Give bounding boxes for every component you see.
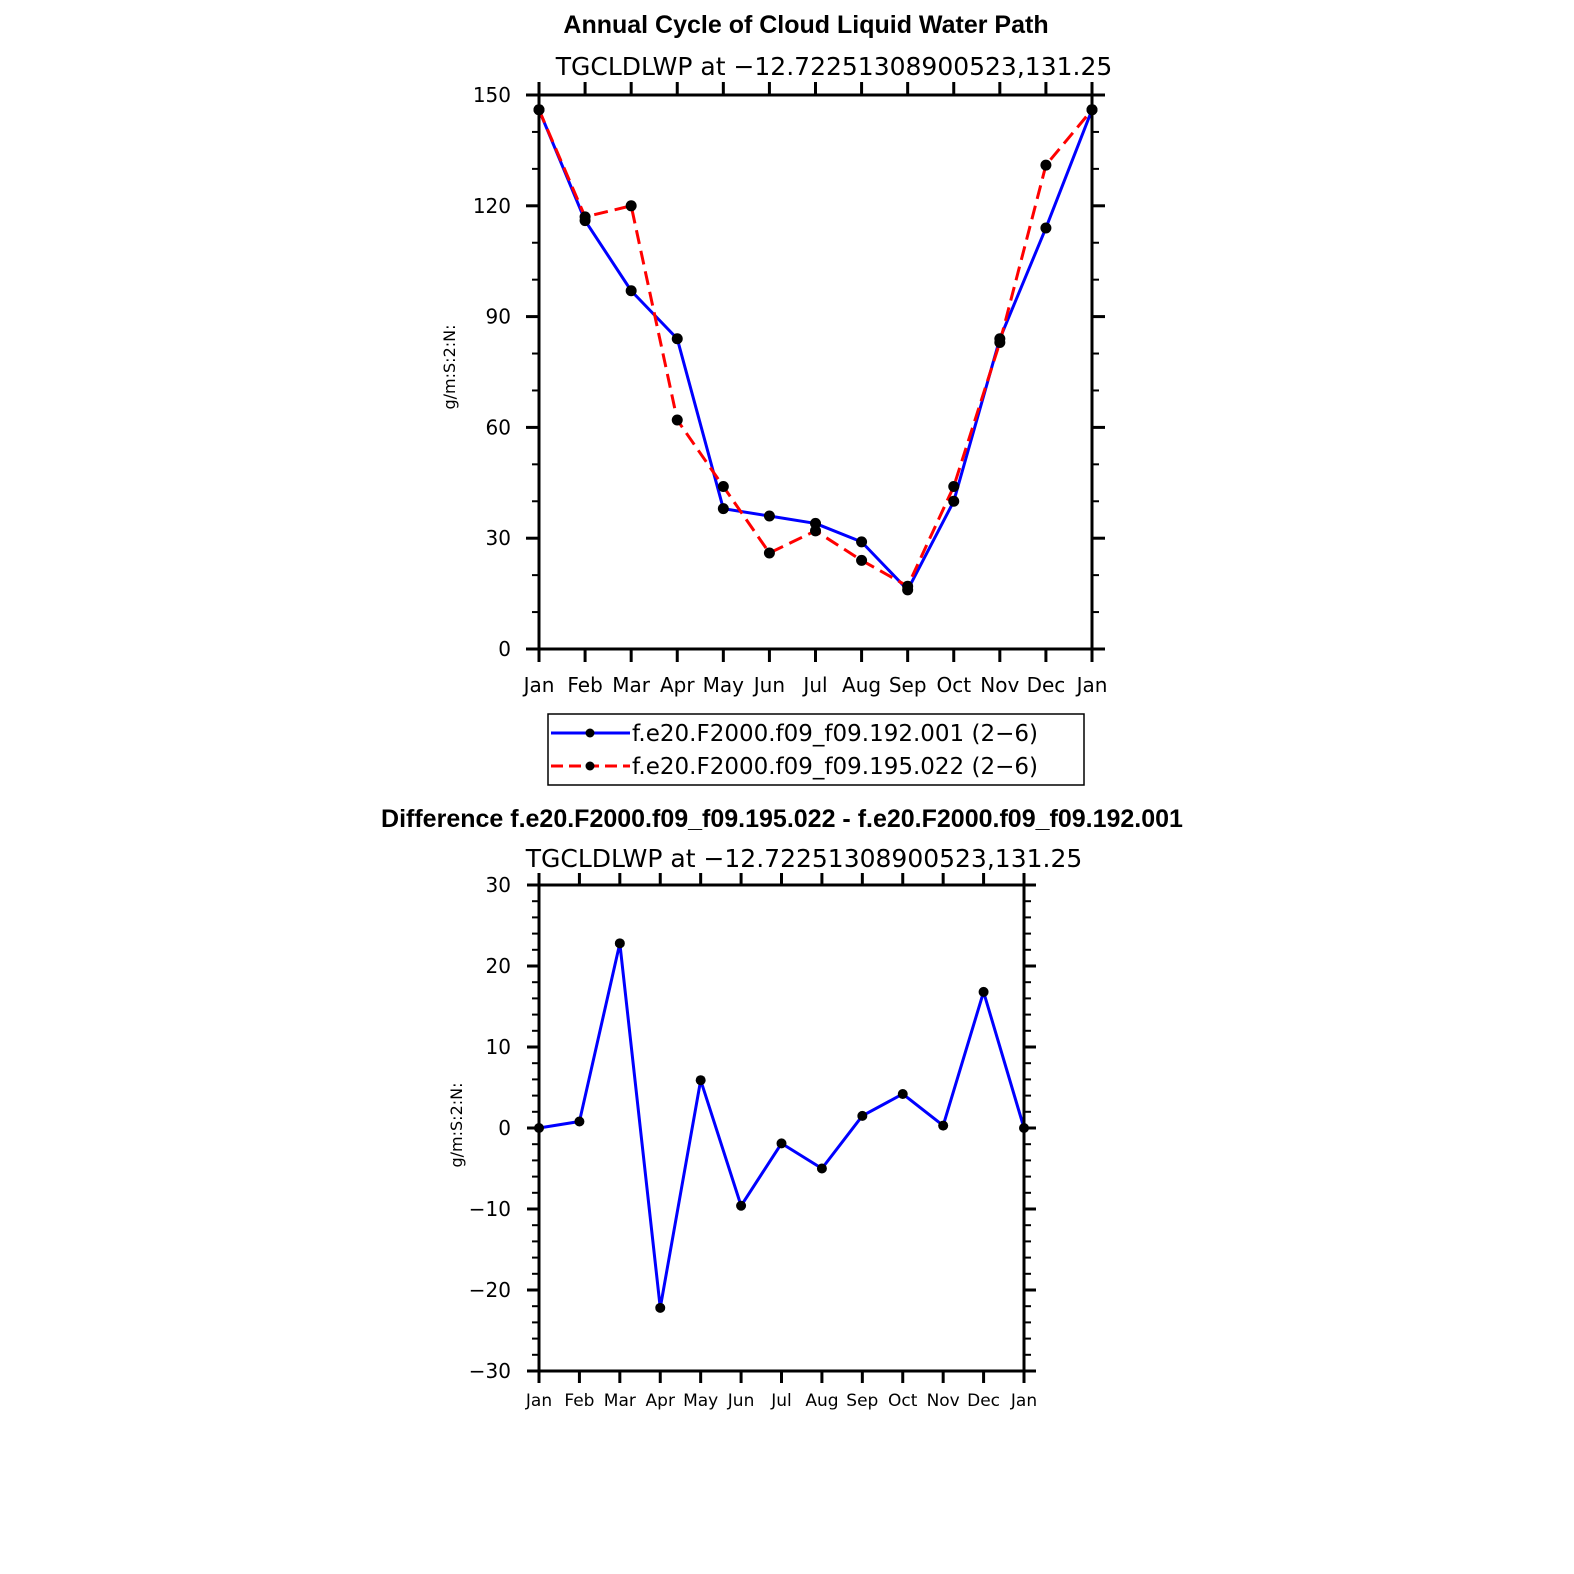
legend-label-2: f.e20.F2000.f09_f09.195.022 (2−6) <box>632 754 1038 780</box>
legend: f.e20.F2000.f09_f09.192.001 (2−6) f.e20.… <box>547 713 1085 786</box>
diff-x-tick-label: Jun <box>727 1391 755 1411</box>
diff-tick-marks <box>527 873 1036 1383</box>
diff-data-point-1 <box>574 1116 585 1127</box>
legend-label-1: f.e20.F2000.f09_f09.192.001 (2−6) <box>632 721 1038 747</box>
diff-x-tick-label: Aug <box>805 1391 838 1411</box>
data-point-2 <box>994 336 1006 348</box>
x-tick-label: Dec <box>1027 673 1066 697</box>
diff-y-tick-label: 0 <box>498 1116 511 1140</box>
diff-x-tick-label: Mar <box>604 1391 636 1411</box>
x-tick-label: Jun <box>752 673 785 697</box>
diff-data-point-1 <box>776 1138 787 1149</box>
diff-chart-subtitle: TGCLDLWP at −12.72251308900523,131.25 <box>525 844 1083 873</box>
y-tick-label: 30 <box>486 526 511 550</box>
diff-y-tick-label: 30 <box>486 873 511 897</box>
y-axis-label: g/m:S:2:N: <box>440 325 459 410</box>
x-tick-label: Feb <box>567 673 602 697</box>
x-tick-label: May <box>703 673 745 697</box>
diff-x-tick-label: Apr <box>646 1391 675 1411</box>
x-tick-label: Apr <box>660 673 695 697</box>
diff-data-point-1 <box>614 938 625 949</box>
data-point-1 <box>856 536 868 548</box>
series-line-2 <box>537 108 1094 588</box>
diff-x-tick-label: May <box>683 1391 718 1411</box>
x-tick-label: Jan <box>522 673 555 697</box>
data-point-2 <box>717 480 729 492</box>
legend-marker-1 <box>585 728 595 738</box>
x-tick-label: Jan <box>1075 673 1108 697</box>
diff-y-tick-labels: −30 −20 −10 0 10 20 30 <box>469 873 511 1383</box>
diff-plot-frame <box>537 883 1026 1373</box>
diff-chart-title: Difference f.e20.F2000.f09_f09.195.022 -… <box>381 805 1183 833</box>
legend-entry-1: f.e20.F2000.f09_f09.192.001 (2−6) <box>551 721 1038 747</box>
x-tick-label: Jul <box>801 673 827 697</box>
data-point-1 <box>948 495 960 507</box>
data-point-2 <box>625 200 637 212</box>
data-point-2 <box>810 525 821 537</box>
diff-data-point-1 <box>695 1075 706 1086</box>
diff-data-point-1 <box>978 986 989 997</box>
series-line-1 <box>537 109 1094 592</box>
diff-x-tick-labels: Jan Feb Mar Apr May Jun Jul Aug Sep Oct Nov Dec Jan <box>525 1391 1037 1411</box>
diff-x-tick-label: Sep <box>846 1391 878 1411</box>
diff-x-tick-label: Dec <box>967 1391 1000 1411</box>
annual-cycle-chart: Annual Cycle of Cloud Liquid Water Path … <box>440 11 1113 786</box>
y-tick-label: 90 <box>486 305 511 329</box>
y-tick-label: 0 <box>498 637 511 661</box>
chart-title: Annual Cycle of Cloud Liquid Water Path <box>563 11 1048 39</box>
x-tick-labels: Jan Feb Mar Apr May Jun Jul Aug Sep Oct Nov Dec Jan <box>522 673 1108 697</box>
diff-y-axis-label: g/m:S:2:N: <box>447 1083 466 1168</box>
diff-data-point-1 <box>655 1302 666 1313</box>
diff-y-tick-label: −20 <box>469 1278 511 1302</box>
x-tick-label: Mar <box>612 673 651 697</box>
data-point-2 <box>856 554 868 566</box>
diff-x-tick-label: Jan <box>525 1391 552 1411</box>
data-point-1 <box>1040 222 1052 234</box>
legend-marker-2 <box>585 761 595 771</box>
data-point-2 <box>671 414 683 426</box>
diff-x-tick-label: Feb <box>564 1391 594 1411</box>
diff-data-point-1 <box>816 1163 827 1174</box>
series-group <box>533 104 1098 596</box>
data-point-2 <box>902 580 914 592</box>
diff-y-tick-label: 20 <box>486 954 511 978</box>
data-point-2 <box>579 211 591 223</box>
data-point-1 <box>717 503 729 515</box>
diff-x-tick-label: Oct <box>888 1391 918 1411</box>
diff-x-tick-label: Jul <box>770 1391 792 1411</box>
diff-x-tick-label: Nov <box>927 1391 960 1411</box>
diff-y-tick-label: 10 <box>486 1035 511 1059</box>
y-tick-label: 150 <box>473 83 511 107</box>
diff-data-point-1 <box>736 1200 747 1211</box>
x-tick-label: Nov <box>980 673 1019 697</box>
legend-box <box>547 713 1085 786</box>
chart-subtitle: TGCLDLWP at −12.72251308900523,131.25 <box>555 52 1113 81</box>
y-tick-label: 120 <box>473 194 511 218</box>
x-tick-label: Oct <box>936 673 971 697</box>
data-point-1 <box>763 510 775 522</box>
data-point-2 <box>1040 159 1052 171</box>
diff-y-tick-label: −30 <box>469 1359 511 1383</box>
diff-y-tick-label: −10 <box>469 1197 511 1221</box>
x-tick-label: Aug <box>842 673 881 697</box>
plot-frame <box>537 93 1094 651</box>
y-tick-label: 60 <box>486 415 511 439</box>
diff-data-point-1 <box>938 1120 949 1131</box>
data-point-1 <box>671 333 683 345</box>
legend-entry-2: f.e20.F2000.f09_f09.195.022 (2−6) <box>551 754 1038 780</box>
data-point-2 <box>948 480 960 492</box>
y-tick-labels: 0 30 60 90 120 150 <box>473 83 511 661</box>
diff-series-group <box>534 938 1029 1313</box>
diff-x-tick-label: Jan <box>1010 1391 1037 1411</box>
data-point-1 <box>625 285 637 297</box>
data-point-2 <box>763 547 775 559</box>
diff-series-line-1 <box>538 941 1026 1310</box>
diff-data-point-1 <box>857 1110 868 1121</box>
diff-data-point-1 <box>897 1088 908 1099</box>
x-tick-label: Sep <box>889 673 927 697</box>
tick-marks <box>526 82 1105 662</box>
difference-chart: Difference f.e20.F2000.f09_f09.195.022 -… <box>381 805 1183 1411</box>
